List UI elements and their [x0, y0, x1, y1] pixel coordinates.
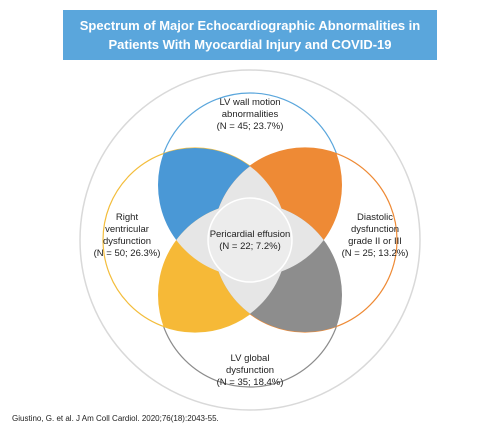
- right-label-line-1: Diastolic: [357, 212, 393, 223]
- left-label-line-2: ventricular: [105, 224, 149, 235]
- center-label: Pericardial effusion (N = 22; 7.2%): [200, 229, 300, 253]
- title-line-1: Spectrum of Major Echocardiographic Abno…: [79, 18, 421, 33]
- center-label-line-1: Pericardial effusion: [209, 229, 291, 240]
- bottom-region-label: LV global dysfunction (N = 35; 18.4%): [200, 353, 300, 389]
- left-label-line-3: dysfunction: [102, 236, 152, 247]
- right-label-line-4: (N = 25; 13.2%): [341, 248, 409, 259]
- center-circle: [207, 197, 293, 283]
- citation: Giustino, G. et al. J Am Coll Cardiol. 2…: [12, 414, 219, 423]
- right-label-line-2: dysfunction: [350, 224, 400, 235]
- bottom-label-line-2: dysfunction: [225, 365, 275, 376]
- title-banner: Spectrum of Major Echocardiographic Abno…: [63, 10, 437, 60]
- left-label-line-1: Right: [115, 212, 139, 223]
- top-region-label: LV wall motion abnormalities (N = 45; 23…: [200, 97, 300, 133]
- center-label-line-2: (N = 22; 7.2%): [219, 241, 281, 252]
- top-label-line-1: LV wall motion: [219, 97, 281, 108]
- right-label-line-3: grade II or III: [348, 236, 402, 247]
- top-label-line-2: abnormalities: [221, 109, 279, 120]
- left-label-line-4: (N = 50; 26.3%): [93, 248, 161, 259]
- bottom-label-line-3: (N = 35; 18.4%): [216, 377, 284, 388]
- title-line-2: Patients With Myocardial Injury and COVI…: [108, 37, 392, 52]
- bottom-label-line-1: LV global: [230, 353, 270, 364]
- left-region-label: Right ventricular dysfunction (N = 50; 2…: [82, 212, 172, 260]
- right-region-label: Diastolic dysfunction grade II or III (N…: [330, 212, 420, 260]
- top-label-line-3: (N = 45; 23.7%): [216, 121, 284, 132]
